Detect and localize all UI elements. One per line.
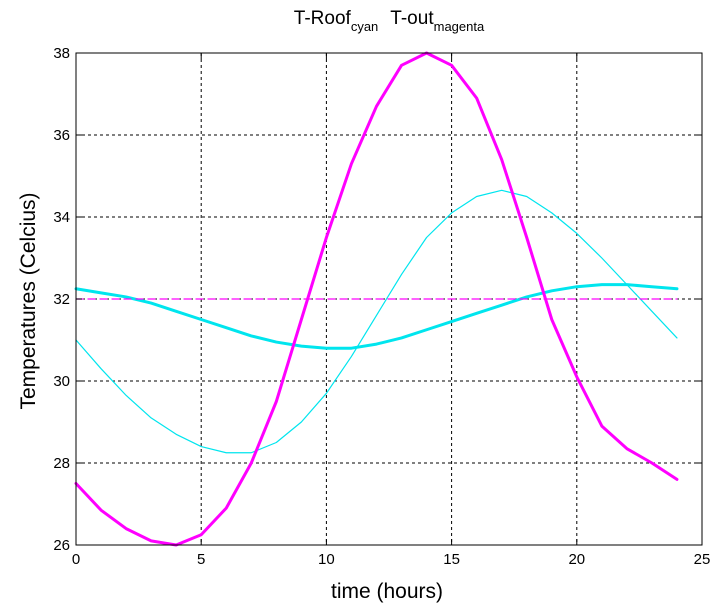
x-axis-label: time (hours) [331, 580, 443, 603]
series-lines [74, 51, 679, 547]
title-roof-main: T-Roof [294, 8, 352, 29]
x-tick-label: 25 [694, 551, 711, 568]
x-tick-label: 20 [568, 551, 585, 568]
series-line-1 [74, 283, 679, 350]
axis-ticks: 0 5 10 15 20 25 26 28 30 32 34 36 38 [53, 45, 710, 568]
title-out-main: T-out [390, 8, 434, 29]
x-tick-label: 15 [443, 551, 460, 568]
x-tick-label: 5 [197, 551, 205, 568]
y-tick-label: 26 [53, 537, 70, 554]
y-tick-label: 30 [53, 373, 70, 390]
y-tick-label: 34 [53, 209, 70, 226]
y-axis-label: Temperatures (Celcius) [17, 192, 40, 409]
chart-title: T-Roofcyan T-outmagenta [294, 8, 485, 34]
y-tick-label: 36 [53, 127, 70, 144]
y-tick-label: 32 [53, 291, 70, 308]
y-tick-label: 38 [53, 45, 70, 62]
series-line-2 [75, 189, 678, 454]
x-tick-label: 0 [72, 551, 80, 568]
y-tick-label: 28 [53, 455, 70, 472]
title-out-sub: magenta [434, 19, 485, 34]
x-tick-label: 10 [318, 551, 335, 568]
title-roof-sub: cyan [351, 19, 378, 34]
